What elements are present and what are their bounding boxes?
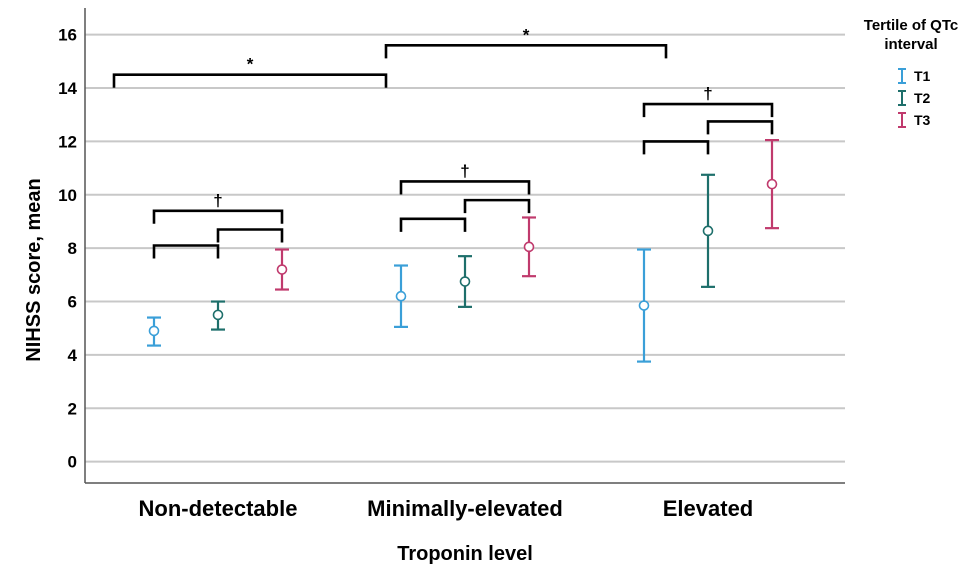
bracket-line	[152, 244, 220, 259]
pair-bracket	[463, 198, 531, 214]
y-tick-label: 16	[58, 26, 77, 45]
x-axis-title: Troponin level	[397, 543, 533, 565]
pair-bracket: †	[642, 84, 774, 118]
legend-items: T1 T2 T3	[898, 68, 931, 128]
pair-bracket	[706, 120, 774, 135]
mean-point	[638, 300, 650, 311]
bracket-line	[706, 120, 774, 135]
mean-point	[276, 264, 288, 275]
pair-bracket	[216, 228, 284, 243]
mean-point	[459, 276, 471, 287]
legend-label: T2	[914, 90, 931, 106]
x-category-label: Elevated	[663, 496, 754, 521]
error-bar-t3	[275, 248, 289, 291]
mean-point	[766, 178, 778, 190]
bracket-line	[642, 102, 774, 118]
axes	[84, 8, 845, 484]
mean-point	[395, 290, 407, 302]
error-bar-t2	[458, 255, 472, 308]
mean-point	[523, 241, 535, 253]
bracket-line	[399, 180, 531, 195]
y-tick-labels: 0 2 4 6 8 10 12 14 16	[58, 26, 77, 472]
pair-bracket: †	[152, 191, 284, 224]
legend-label: T3	[914, 112, 931, 128]
error-bar-t2	[211, 300, 225, 331]
significance-mark: †	[213, 191, 222, 210]
legend-title-line2: interval	[884, 36, 937, 53]
error-bar-t3	[765, 138, 779, 230]
level-bracket: *	[384, 25, 668, 59]
legend-title-line1: Tertile of QTc	[864, 17, 958, 34]
mean-point	[702, 225, 714, 237]
y-tick-label: 10	[58, 186, 77, 205]
significance-mark: *	[523, 25, 530, 44]
mean-point	[148, 325, 160, 337]
legend: Tertile of QTc interval T1 T2 T3	[864, 17, 958, 128]
error-bar-t1	[147, 316, 161, 347]
x-category-label: Non-detectable	[139, 496, 298, 521]
bracket-line	[152, 209, 284, 224]
bracket-line	[216, 228, 284, 243]
legend-label: T1	[914, 68, 931, 84]
pair-bracket	[399, 217, 467, 232]
y-tick-label: 2	[68, 399, 77, 418]
error-bar-t1	[637, 248, 651, 363]
significance-mark: †	[703, 84, 712, 103]
pair-bracket: †	[399, 161, 531, 195]
y-tick-label: 12	[58, 132, 77, 151]
bracket-line	[112, 73, 388, 88]
y-tick-label: 8	[68, 239, 77, 258]
level-bracket: *	[112, 55, 388, 88]
bracket-line	[399, 217, 467, 232]
bracket-line	[642, 140, 710, 155]
y-tick-label: 4	[68, 346, 78, 365]
significance-mark: *	[247, 55, 254, 74]
significance-mark: †	[460, 161, 469, 180]
significance-brackets: † † † * *	[112, 25, 774, 259]
error-bar-t2	[701, 173, 715, 288]
error-bar-t3	[522, 216, 536, 278]
bracket-line	[384, 44, 668, 59]
legend-item-t1: T1	[898, 68, 931, 84]
gridlines	[85, 33, 845, 463]
x-category-labels: Non-detectable Minimally-elevated Elevated	[139, 496, 754, 521]
error-bar-t1	[394, 264, 408, 328]
bracket-line	[463, 198, 531, 214]
error-bars	[147, 138, 779, 363]
pair-bracket	[152, 244, 220, 259]
y-tick-label: 0	[68, 453, 77, 472]
legend-item-t2: T2	[898, 90, 931, 106]
mean-point	[212, 309, 224, 321]
legend-item-t3: T3	[898, 112, 931, 128]
y-axis-title: NIHSS score, mean	[23, 178, 45, 361]
pair-bracket	[642, 140, 710, 155]
x-category-label: Minimally-elevated	[367, 496, 563, 521]
y-tick-label: 14	[58, 79, 77, 98]
y-tick-label: 6	[68, 293, 77, 312]
